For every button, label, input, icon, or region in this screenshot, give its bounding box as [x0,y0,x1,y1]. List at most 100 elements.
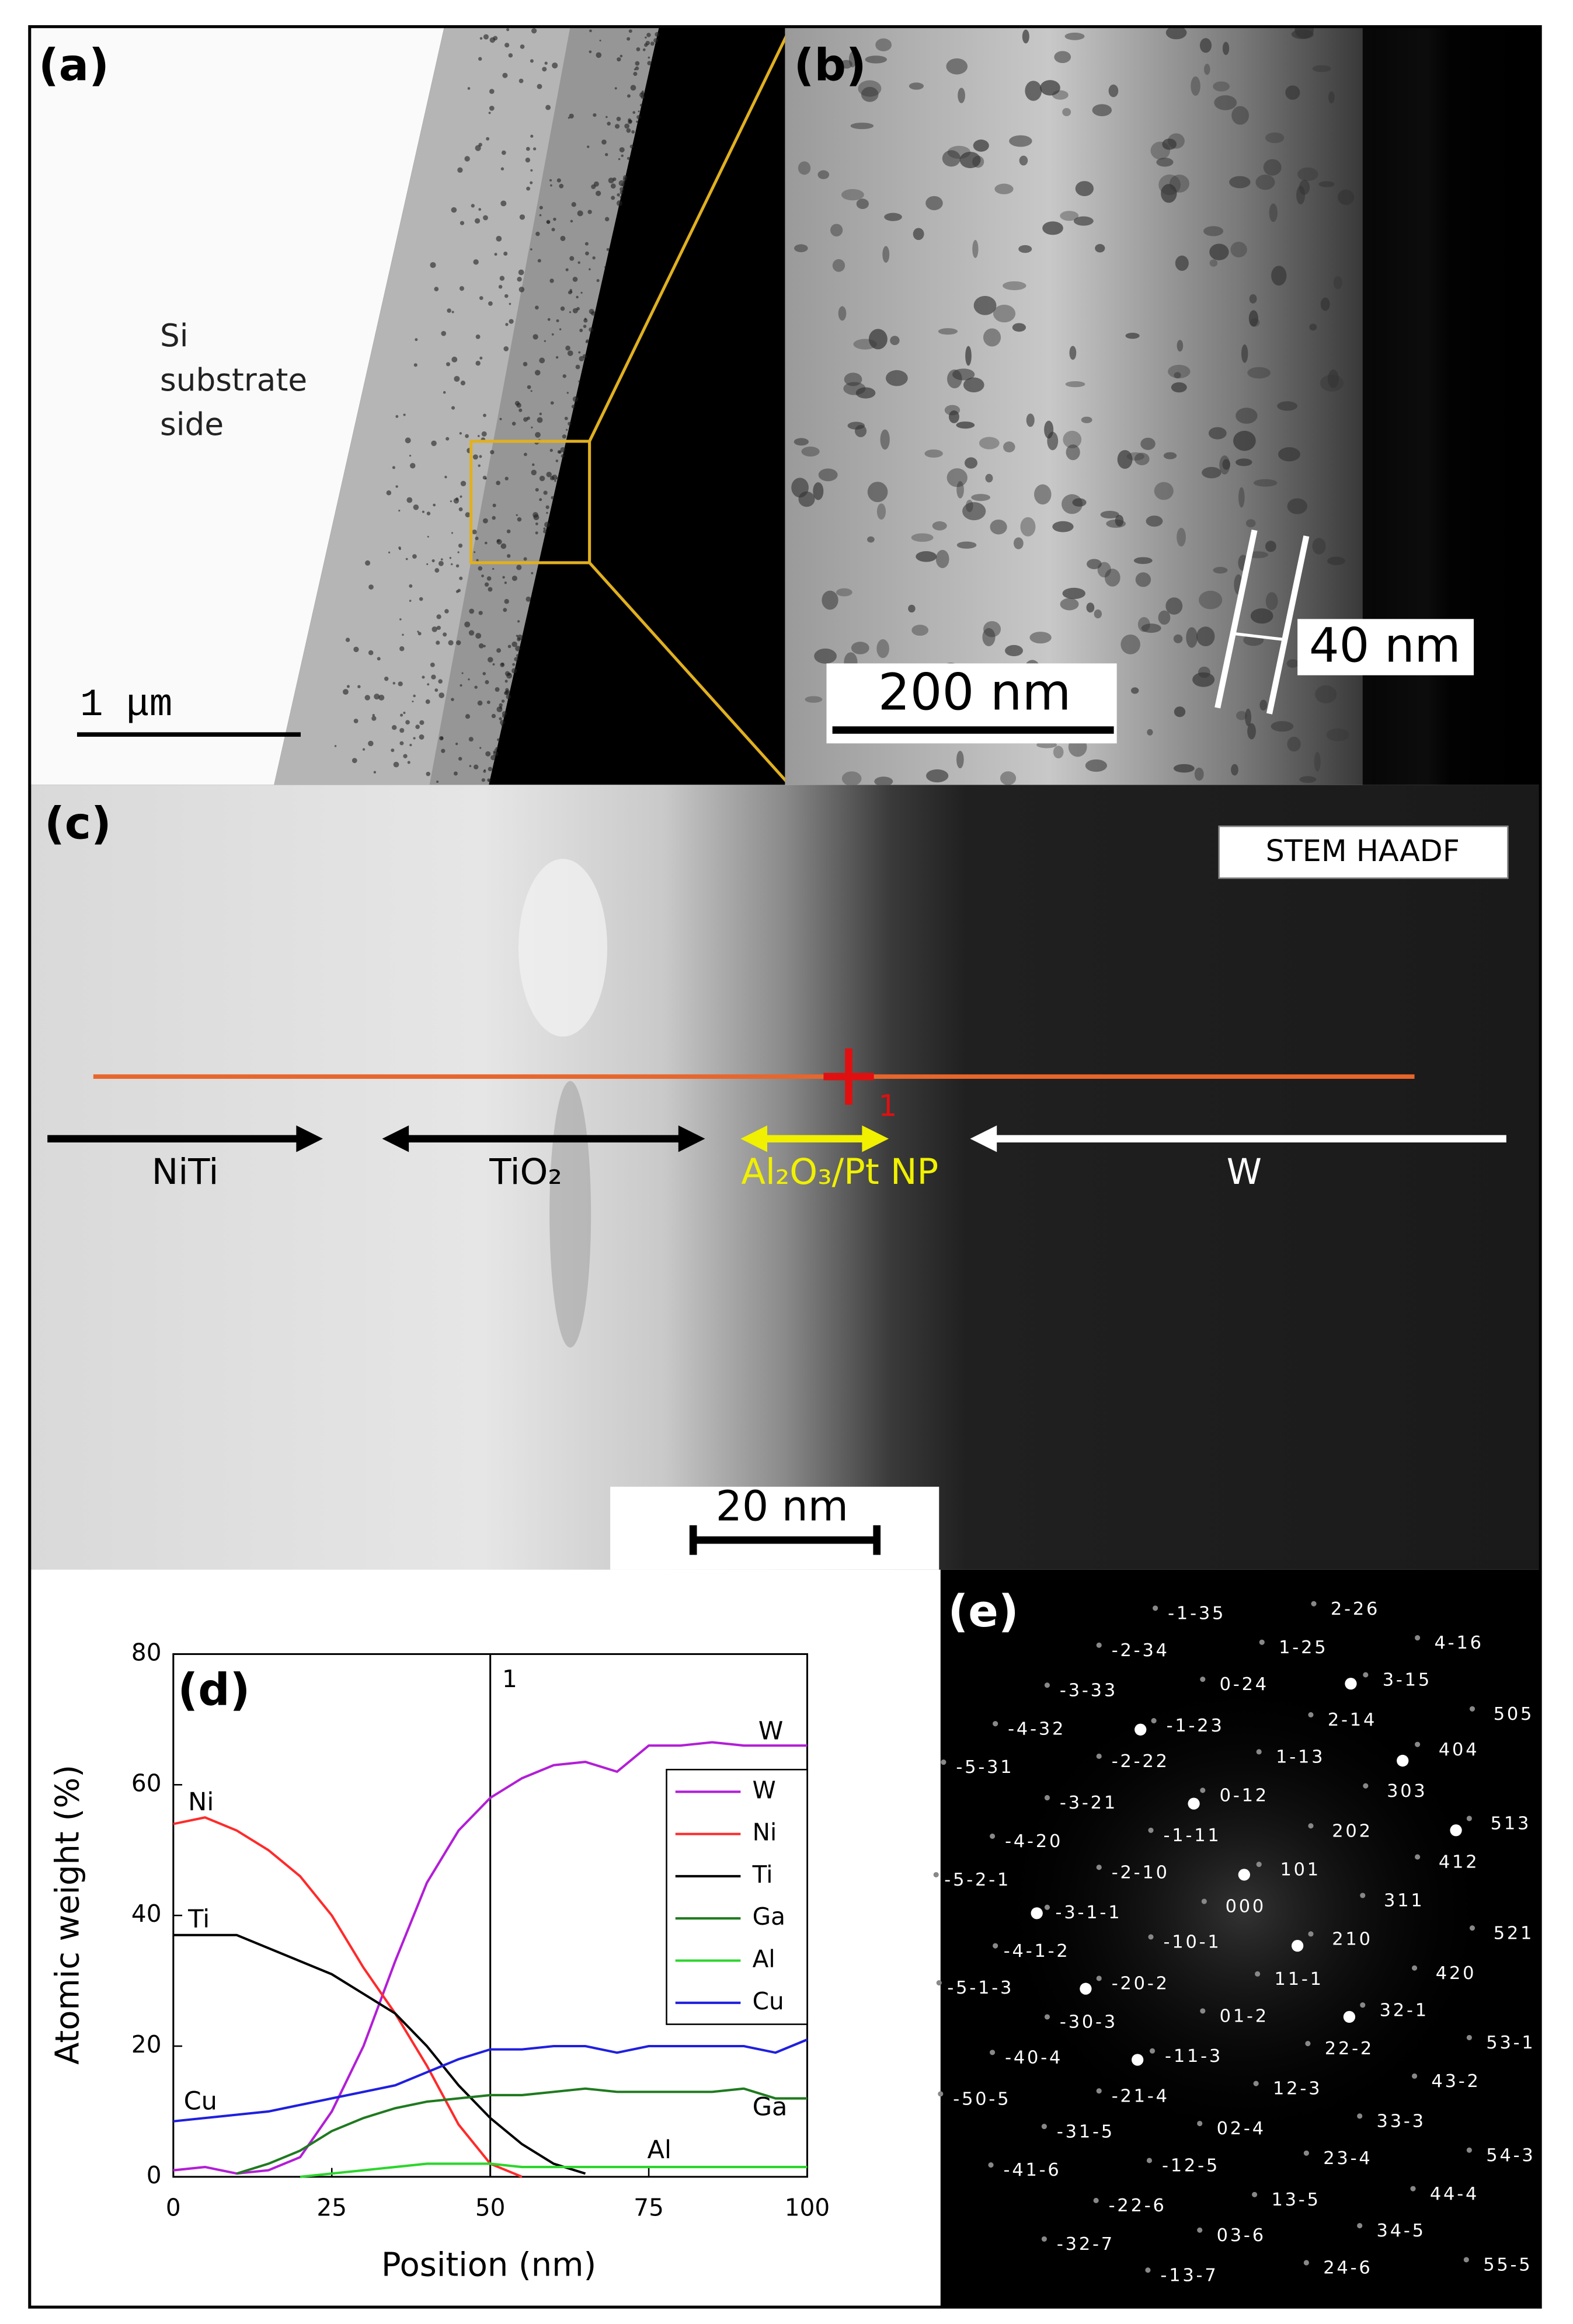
thickness-line [1214,529,1258,709]
speck [560,306,565,311]
speck [496,235,502,242]
speck [579,356,584,361]
speck [836,588,852,597]
speck [589,268,591,271]
diffraction-spot [1303,2150,1309,2156]
speck [533,147,537,151]
diffraction-spot [1308,1823,1314,1829]
speck [569,311,572,313]
speck [1320,297,1330,311]
speck [474,685,478,689]
speck [511,421,516,426]
speck [539,357,545,364]
reflection-label: -2-22 [1112,1751,1170,1772]
series-line [173,1933,586,2175]
speck [539,475,545,482]
speck [1054,51,1071,63]
reflection-label: 412 [1439,1852,1479,1873]
diffraction-spot [1200,1788,1206,1793]
speck [1277,401,1298,411]
speck [1005,644,1024,657]
reflection-label: 311 [1384,1891,1424,1911]
label-box [1297,619,1474,675]
speck [1265,541,1276,552]
diffraction-spot [993,1943,998,1949]
diffraction-spot [1397,1754,1409,1767]
speck [561,454,565,458]
speck [517,634,523,640]
speck [850,123,874,130]
speckle [334,28,660,783]
speck [392,466,395,469]
speck [1173,764,1195,773]
diffraction-spot [1308,1931,1314,1937]
speck [584,242,589,246]
speck [947,145,971,159]
reflection-label: 1-13 [1276,1747,1325,1767]
speck [615,124,620,129]
diffraction-spot [1360,2002,1366,2008]
speck [500,543,507,549]
speck [357,685,361,688]
speck [516,565,522,570]
speck [1231,106,1249,125]
reflection-label: -5-2-1 [944,1870,1011,1890]
legend-label: Ga [753,1903,785,1931]
speck [1249,294,1257,304]
region-label: W [1227,1151,1262,1193]
reflection-label: 22-2 [1325,2039,1374,2059]
speck [504,691,508,695]
speck [801,447,820,457]
speck [1192,672,1215,687]
x-axis-title: Position (nm) [381,2246,596,2284]
speck [486,700,490,704]
speck [481,574,484,577]
speck [562,374,566,378]
speck [814,648,837,664]
speck [948,410,959,423]
reflection-label: 03-6 [1217,2225,1266,2246]
speck [535,231,540,236]
speck [589,309,594,315]
speck [395,415,399,418]
speck [444,609,449,614]
speck [841,189,864,201]
diffraction-spot [1357,2223,1363,2229]
speck [1130,687,1139,694]
speck [535,522,538,525]
speck [516,635,518,637]
speck [549,476,555,480]
speck [868,329,888,350]
speck [1191,76,1200,96]
speck [549,179,552,182]
speck [446,437,450,441]
speck [498,285,503,289]
speck [523,361,528,367]
speck [1012,323,1026,332]
speck [542,67,547,72]
speck [1222,41,1230,55]
speck [559,183,564,189]
arrow-head [296,1125,323,1152]
speck [586,339,589,343]
diffraction-spot [1469,1925,1475,1931]
speck [1040,80,1060,96]
speck [440,558,443,561]
legend-label: Al [753,1945,775,1973]
curve-label: Ga [753,2093,788,2122]
speck [533,334,538,340]
speck [993,304,1016,323]
speck [577,261,580,264]
panel-c: (c) STEM HAADF 1 NiTi TiO₂ Al₂O₃/Pt NP W… [29,785,1541,1570]
speck [620,190,624,194]
curve-label: Ti [187,1905,210,1934]
speck [377,657,381,661]
speck [1065,381,1085,388]
speck [450,563,453,566]
reflection-label: -41-6 [1004,2160,1062,2180]
reflection-label: 24-6 [1323,2258,1372,2278]
texture [549,1081,591,1348]
diffraction-spot [1466,2034,1472,2040]
panel-c-bg [29,785,1541,1570]
panel-b: (b) 200 nm 40 nm [785,26,1541,785]
